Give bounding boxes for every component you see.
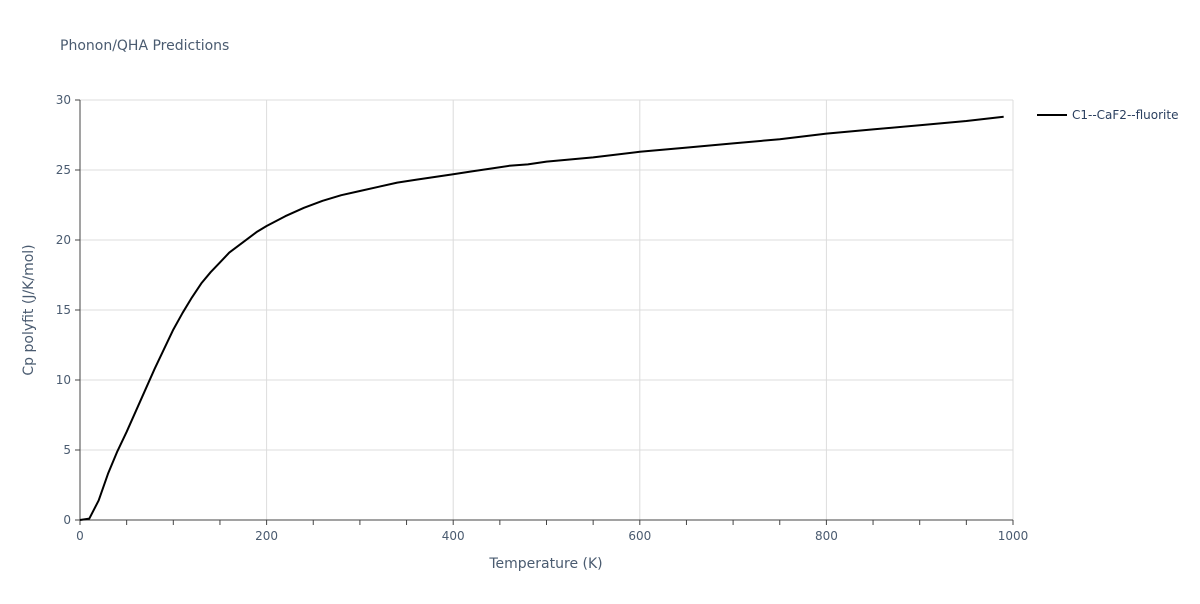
- x-axis-title: Temperature (K): [488, 556, 602, 572]
- y-tick-label: 20: [56, 233, 71, 247]
- y-tick-label: 10: [56, 373, 71, 387]
- y-tick-label: 5: [63, 443, 71, 457]
- y-tick-label: 30: [56, 93, 71, 107]
- x-tick-label: 200: [255, 529, 278, 543]
- chart-title: Phonon/QHA Predictions: [60, 38, 229, 54]
- x-tick-label: 400: [442, 529, 465, 543]
- y-tick-label: 25: [56, 163, 71, 177]
- x-tick-label: 1000: [998, 529, 1029, 543]
- y-axis-title: Cp polyfit (J/K/mol): [21, 244, 37, 375]
- legend-label: C1--CaF2--fluorite: [1072, 108, 1178, 122]
- series-lines: [79, 115, 1004, 521]
- y-tick-label: 0: [63, 513, 71, 527]
- x-tick-label: 600: [628, 529, 651, 543]
- series-line[interactable]: [79, 115, 1004, 521]
- grid: [80, 99, 1014, 520]
- axes: [75, 99, 1014, 525]
- legend[interactable]: C1--CaF2--fluorite: [1037, 108, 1178, 122]
- x-tick-label: 800: [815, 529, 838, 543]
- x-tick-label: 0: [76, 529, 84, 543]
- tick-labels: 0 200 400 600 800 1000 0 5 10 15 20 25 30: [56, 93, 1029, 543]
- y-tick-label: 15: [56, 303, 71, 317]
